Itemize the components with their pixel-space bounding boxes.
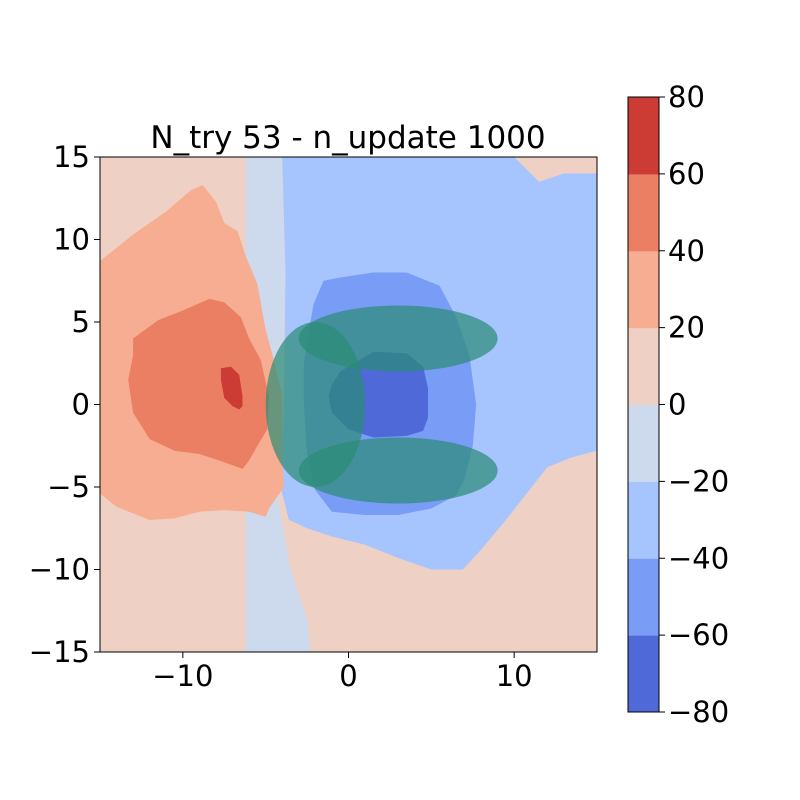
- colorbar-tick-label: −60: [668, 618, 729, 652]
- colorbar-tick-label: −20: [668, 464, 729, 498]
- colorbar-band-minus80-to-minus60: [628, 635, 659, 713]
- x-axis: −10 0 10: [152, 652, 533, 693]
- colorbar-tick-label: −80: [668, 695, 729, 729]
- contour-band-60-to-80: [220, 366, 243, 410]
- colorbar-tick-label: −40: [668, 541, 729, 575]
- chart-title: N_try 53 - n_update 1000: [150, 120, 545, 156]
- colorbar-tick-label: 40: [668, 234, 705, 268]
- colorbar-tick-label: 80: [668, 80, 705, 114]
- colorbar-band-0-to-20: [628, 327, 659, 405]
- y-axis: −15 −10 −5 0 5 10 15: [29, 140, 100, 669]
- y-tick-label: 15: [53, 140, 90, 174]
- colorbar-tick-label: 20: [668, 311, 705, 345]
- colorbar-band-minus60-to-minus40: [628, 558, 659, 636]
- overlay-ellipses: [265, 305, 498, 504]
- y-tick-label: −15: [29, 635, 90, 669]
- colorbar-band-40-to-60: [628, 173, 659, 252]
- x-tick-label: 10: [496, 659, 533, 693]
- y-tick-label: 10: [53, 223, 90, 257]
- colorbar-band-minus20-to-0: [628, 404, 659, 482]
- y-tick-label: −5: [47, 470, 90, 504]
- y-tick-label: −10: [29, 553, 90, 587]
- colorbar-band-20-to-40: [628, 250, 659, 329]
- colorbar-tick-label: 0: [668, 388, 686, 422]
- x-tick-label: 0: [339, 659, 357, 693]
- x-tick-label: −10: [152, 659, 213, 693]
- plot-area: [100, 157, 597, 652]
- overlay-ellipse-3: [265, 322, 366, 487]
- colorbar-band-60-to-80: [628, 97, 659, 175]
- y-tick-label: 5: [72, 305, 90, 339]
- contour-band-40-to-60: [128, 298, 269, 469]
- colorbar: −80 −60 −40 −20 0 20 40 60 80: [627, 80, 729, 729]
- colorbar-tick-label: 60: [668, 157, 705, 191]
- y-tick-label: 0: [72, 388, 90, 422]
- colorbar-band-minus40-to-minus20: [628, 481, 659, 559]
